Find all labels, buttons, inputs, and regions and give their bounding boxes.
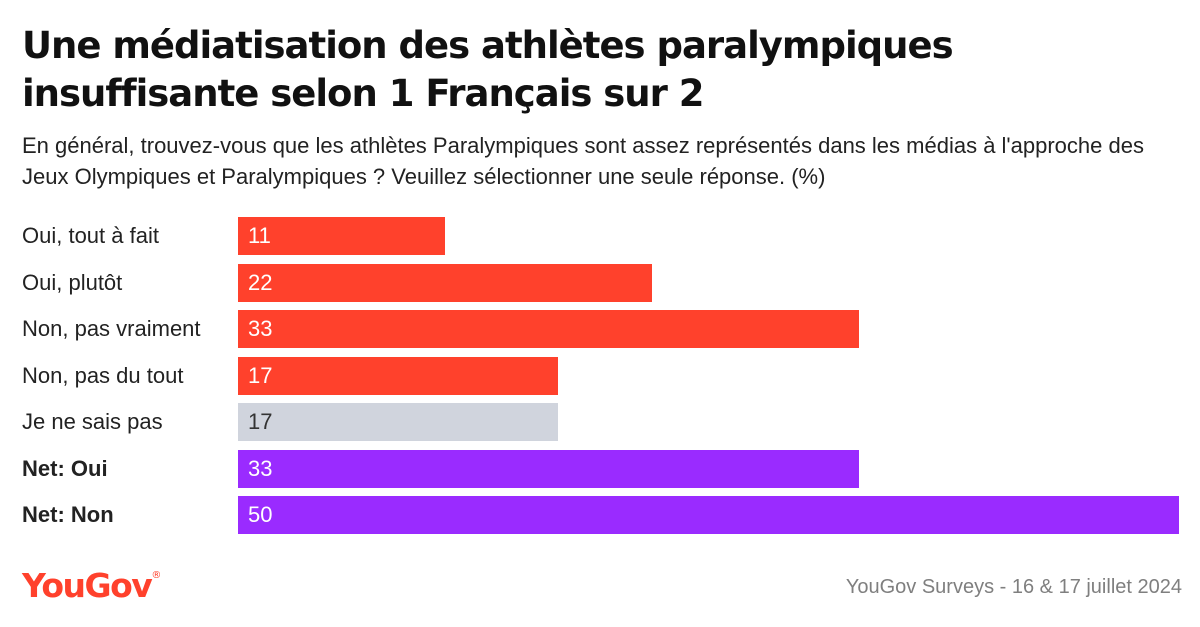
- bar-value-label: 11: [248, 223, 271, 248]
- bar-value-label: 22: [248, 269, 273, 295]
- logo-text: YouGov: [22, 566, 153, 605]
- bar-value-label: 33: [248, 455, 273, 481]
- bar: [238, 403, 558, 441]
- bar: [238, 496, 1179, 534]
- bar-value-label: 17: [248, 362, 273, 388]
- bar: [238, 310, 860, 348]
- category-label: Non, pas du tout: [22, 362, 184, 388]
- bar-value-label: 17: [248, 409, 273, 434]
- category-label: Net: Non: [22, 502, 114, 527]
- category-label: Oui, tout à fait: [22, 223, 159, 248]
- chart-subtitle: En général, trouvez-vous que les athlète…: [22, 133, 1144, 189]
- bar: [238, 449, 860, 488]
- category-label: Je ne sais pas: [22, 409, 163, 434]
- bar: [238, 263, 653, 302]
- category-label: Net: Oui: [22, 455, 108, 481]
- bar: [238, 356, 558, 395]
- source-note: YouGov Surveys - 16 & 17 juillet 2024: [845, 576, 1182, 598]
- bar: [238, 217, 446, 255]
- bar-value-label: 50: [248, 502, 273, 527]
- category-label: Oui, plutôt: [22, 269, 123, 295]
- yougov-logo: YouGov®: [22, 566, 161, 605]
- registered-mark: ®: [151, 570, 162, 581]
- category-label: Non, pas vraiment: [22, 316, 201, 341]
- chart-title: Une médiatisation des athlètes paralympi…: [22, 24, 954, 115]
- bar-value-label: 33: [248, 316, 273, 341]
